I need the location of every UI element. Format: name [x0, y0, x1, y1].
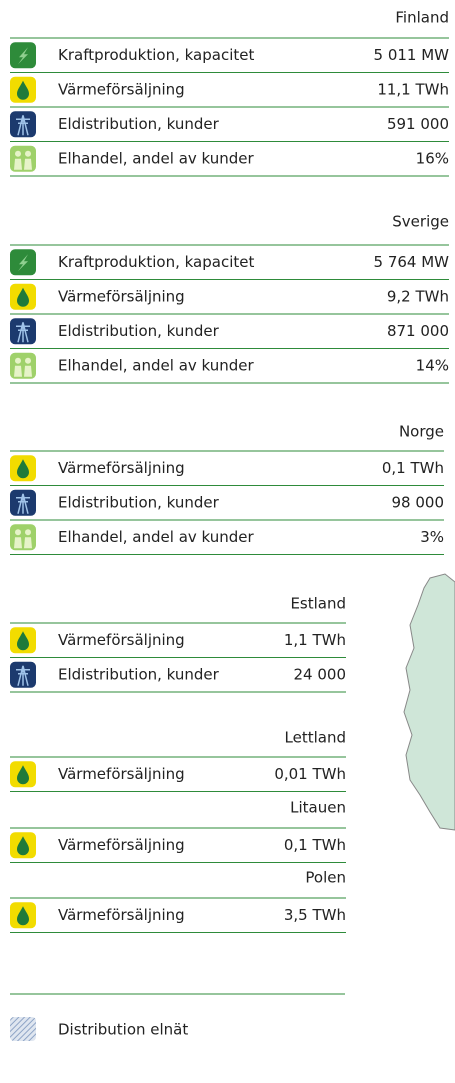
icon — [10, 524, 36, 551]
row-label: Eldistribution, kunder — [58, 322, 220, 340]
icon-glyph — [17, 459, 29, 479]
icon — [10, 76, 36, 103]
icon-bg — [10, 352, 36, 379]
row-value: 24 000 — [294, 665, 347, 683]
icon-glyph — [14, 365, 32, 377]
icon — [10, 111, 36, 138]
icon — [10, 661, 36, 688]
icon-glyph — [16, 115, 30, 136]
icon — [10, 761, 36, 788]
icon-glyph — [17, 80, 29, 100]
icon — [10, 249, 36, 276]
icon-glyph — [17, 631, 29, 651]
row-label: Elhandel, andel av kunder — [58, 149, 255, 167]
section-title: Sverige — [392, 213, 449, 231]
row-label: Värmeförsäljning — [58, 459, 185, 477]
icon — [10, 42, 36, 69]
row-label: Eldistribution, kunder — [58, 665, 220, 683]
row-value: 9,2 TWh — [387, 287, 449, 305]
icon-glyph — [17, 836, 29, 856]
row-label: Värmeförsäljning — [58, 906, 185, 924]
icon — [10, 832, 36, 859]
icon-glyph — [16, 665, 30, 686]
row-label: Värmeförsäljning — [58, 836, 185, 854]
icon — [10, 352, 36, 379]
section-title: Finland — [395, 9, 449, 27]
row-value: 5 011 MW — [374, 46, 450, 64]
icon-glyph — [17, 765, 29, 785]
icon — [10, 145, 36, 172]
row-value: 16% — [416, 149, 449, 167]
row-label: Kraftproduktion, kapacitet — [58, 253, 254, 271]
row-value: 0,1 TWh — [284, 836, 346, 854]
icon — [10, 283, 36, 310]
row-value: 871 000 — [387, 322, 449, 340]
row-value: 591 000 — [387, 115, 449, 133]
row-value: 98 000 — [392, 493, 445, 511]
legend-label: Distribution elnät — [58, 1021, 188, 1039]
icon-glyph — [16, 322, 30, 343]
icon — [10, 902, 36, 929]
section-title: Litauen — [290, 799, 346, 817]
row-label: Eldistribution, kunder — [58, 493, 220, 511]
row-value: 3,5 TWh — [284, 906, 346, 924]
icon-glyph — [15, 357, 21, 364]
row-label: Värmeförsäljning — [58, 80, 185, 98]
section-title: Estland — [290, 595, 346, 613]
legend-swatch — [10, 1017, 36, 1041]
row-label: Värmeförsäljning — [58, 765, 185, 783]
icon-glyph — [17, 906, 29, 926]
row-label: Elhandel, andel av kunder — [58, 356, 255, 374]
icon-bg — [10, 524, 36, 551]
row-value: 1,1 TWh — [284, 631, 346, 649]
row-label: Värmeförsäljning — [58, 631, 185, 649]
icon-glyph — [14, 537, 32, 549]
row-value: 3% — [420, 528, 444, 546]
row-value: 0,1 TWh — [382, 459, 444, 477]
icon — [10, 318, 36, 345]
row-label: Kraftproduktion, kapacitet — [58, 46, 254, 64]
row-label: Värmeförsäljning — [58, 287, 185, 305]
icon-glyph — [16, 493, 30, 514]
icon-glyph — [18, 47, 28, 65]
row-value: 14% — [416, 356, 449, 374]
section-title: Polen — [305, 869, 346, 887]
section-title: Norge — [399, 423, 444, 441]
row-value: 5 764 MW — [374, 253, 450, 271]
icon — [10, 455, 36, 482]
icon — [10, 489, 36, 516]
section-title: Lettland — [285, 729, 346, 747]
row-label: Eldistribution, kunder — [58, 115, 220, 133]
icon — [10, 627, 36, 654]
row-value: 11,1 TWh — [377, 80, 449, 98]
row-label: Elhandel, andel av kunder — [58, 528, 255, 546]
icon-glyph — [15, 529, 21, 536]
icon-glyph — [14, 158, 32, 170]
icon-bg — [10, 145, 36, 172]
row-value: 0,01 TWh — [274, 765, 346, 783]
icon-glyph — [25, 150, 31, 157]
icon-glyph — [15, 150, 21, 157]
icon-glyph — [18, 254, 28, 272]
icon-glyph — [25, 357, 31, 364]
icon-glyph — [17, 287, 29, 307]
icon-glyph — [25, 529, 31, 536]
map — [403, 573, 455, 831]
